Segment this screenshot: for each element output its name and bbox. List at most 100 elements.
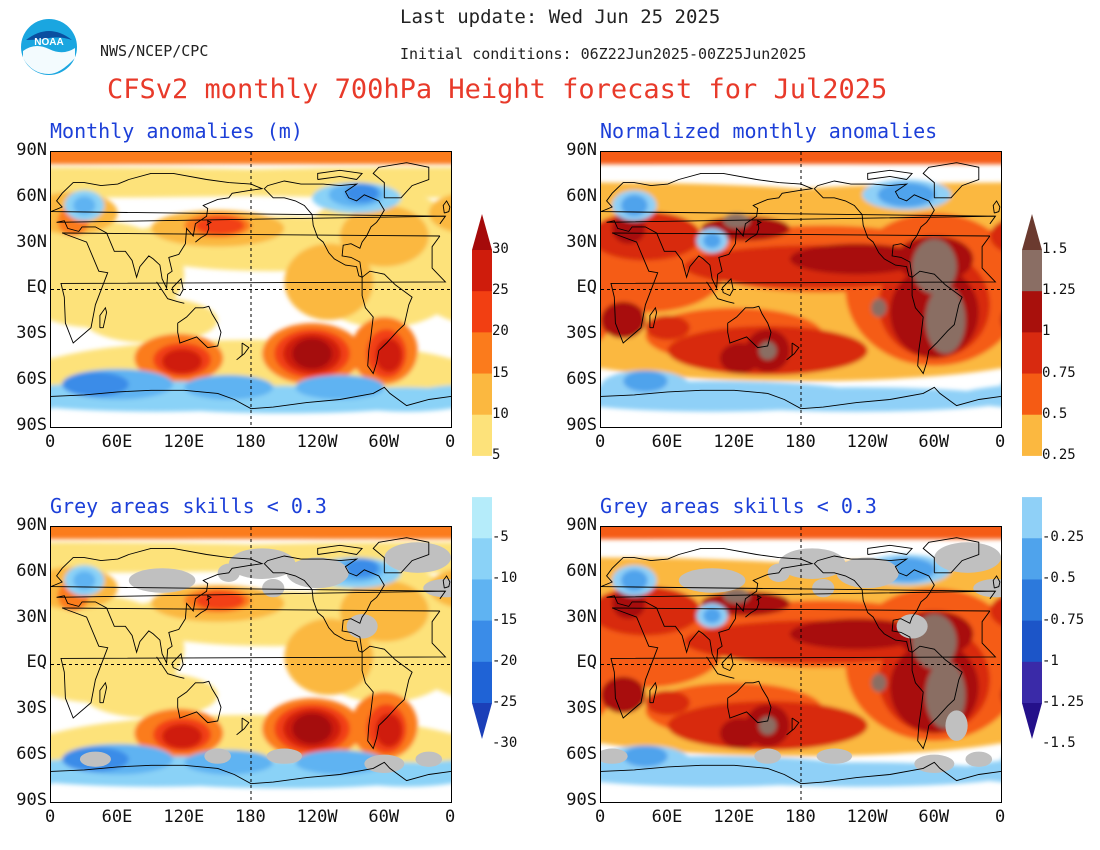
lat-tick-label: 30S bbox=[16, 323, 47, 344]
coastline bbox=[813, 180, 935, 279]
colorbar-segment bbox=[472, 373, 492, 416]
coastline bbox=[601, 547, 997, 665]
anomaly-field bbox=[621, 194, 648, 217]
colorbar-segment bbox=[1022, 455, 1042, 498]
colorbar-segment bbox=[1022, 538, 1042, 580]
lat-tick-label: EQ bbox=[576, 652, 597, 673]
coastline bbox=[263, 555, 385, 654]
anomaly-field bbox=[758, 341, 777, 360]
lon-tick-label: 0 bbox=[995, 807, 1006, 827]
anomaly-field bbox=[162, 724, 203, 749]
coastline bbox=[361, 270, 413, 375]
coastline bbox=[721, 277, 734, 297]
lon-tick-label: 60W bbox=[368, 807, 400, 827]
colorbar-label: -0.5 bbox=[1042, 570, 1076, 587]
colorbar-segment bbox=[1022, 291, 1042, 333]
low-skill-area bbox=[934, 542, 1001, 573]
lon-tick-label: 120E bbox=[713, 807, 755, 827]
lon-tick-label: 0 bbox=[595, 807, 606, 827]
low-skill-area bbox=[204, 748, 232, 764]
coastline bbox=[317, 169, 364, 180]
anomaly-field bbox=[645, 690, 690, 715]
coastline bbox=[263, 180, 385, 279]
colorbar-bottom-arrow bbox=[1022, 703, 1042, 739]
coastline bbox=[727, 680, 772, 724]
colorbar-label: 1.5 bbox=[1042, 241, 1068, 257]
anomaly-field bbox=[295, 750, 385, 775]
colorbar-segment bbox=[472, 661, 492, 704]
coastline bbox=[610, 607, 997, 719]
anomaly-field bbox=[84, 297, 218, 343]
lon-tick-label: 60E bbox=[101, 432, 133, 452]
colorbar-label: -0.25 bbox=[1042, 529, 1085, 546]
colorbar-label: -1.5 bbox=[1042, 735, 1076, 752]
colorbar-segment bbox=[1022, 250, 1042, 292]
colorbar-segment bbox=[1022, 497, 1042, 539]
lat-tick-label: 60S bbox=[16, 369, 47, 389]
colorbar-segment bbox=[1022, 620, 1042, 663]
coastline bbox=[727, 305, 772, 349]
map-canvas bbox=[51, 152, 451, 427]
coastline bbox=[195, 595, 212, 618]
anomaly-field bbox=[989, 596, 1001, 626]
anomaly-field bbox=[623, 370, 668, 392]
last-update-text: Last update: Wed Jun 25 2025 bbox=[400, 6, 721, 28]
lon-tick-label: 120E bbox=[713, 432, 755, 452]
lat-tick-label: 30N bbox=[16, 231, 47, 252]
anomaly-field bbox=[62, 372, 129, 397]
lon-tick-label: 60W bbox=[918, 432, 950, 452]
colorbar-segment bbox=[1022, 332, 1042, 375]
lat-tick-label: 60N bbox=[16, 185, 47, 206]
anomaly-field bbox=[723, 588, 750, 604]
anomaly-field bbox=[758, 716, 777, 735]
low-skill-area bbox=[812, 578, 835, 598]
anomaly-field bbox=[428, 358, 451, 389]
lat-tick-label: 30N bbox=[566, 231, 597, 252]
coastline bbox=[922, 537, 980, 574]
lat-tick-label: EQ bbox=[26, 277, 47, 298]
low-skill-area bbox=[816, 748, 853, 764]
lon-tick-label: 0 bbox=[445, 432, 456, 452]
coastline bbox=[786, 717, 800, 736]
anomaly-field bbox=[375, 713, 403, 747]
colorbar-segment bbox=[472, 455, 492, 498]
map-panel-anomalies-skill bbox=[50, 526, 452, 803]
lat-tick-label: 60N bbox=[566, 560, 597, 581]
svg-text:NOAA: NOAA bbox=[34, 37, 63, 48]
coastline bbox=[171, 652, 184, 672]
lat-tick-label: 90S bbox=[566, 414, 597, 435]
coastline bbox=[610, 232, 997, 344]
coastline bbox=[911, 645, 963, 750]
anomaly-field bbox=[601, 676, 646, 714]
anomaly-field bbox=[789, 243, 924, 275]
lat-tick-label: 90N bbox=[566, 515, 597, 535]
coastline bbox=[706, 656, 735, 679]
anomaly-field bbox=[621, 569, 648, 592]
lon-tick-label: 180 bbox=[785, 432, 816, 452]
coastline bbox=[236, 717, 250, 736]
anomaly-field bbox=[877, 182, 936, 207]
colorbar-label: -1.25 bbox=[1042, 694, 1085, 710]
coastline bbox=[51, 386, 451, 410]
lon-tick-label: 60E bbox=[651, 432, 683, 452]
anomaly-field bbox=[84, 672, 218, 718]
coastline bbox=[922, 162, 980, 199]
coastline bbox=[813, 555, 935, 654]
lat-tick-label: 30N bbox=[566, 606, 597, 627]
anomaly-field bbox=[719, 717, 760, 749]
lat-tick-label: 90S bbox=[16, 789, 47, 810]
colorbar-label: 30 bbox=[492, 241, 509, 257]
anomaly-field bbox=[51, 390, 74, 409]
anomaly-field bbox=[339, 205, 429, 267]
lon-tick-label: 120W bbox=[296, 432, 338, 452]
lat-tick-label: EQ bbox=[576, 277, 597, 298]
colorbar-top-arrow bbox=[472, 214, 492, 250]
coastline bbox=[99, 306, 108, 329]
colorbar-segment bbox=[472, 497, 492, 539]
colorbar-bottom-arrow bbox=[472, 703, 492, 739]
colorbar-label: -20 bbox=[492, 652, 518, 669]
coastline bbox=[911, 270, 963, 375]
coastline bbox=[156, 281, 185, 304]
coastline bbox=[51, 547, 447, 665]
lon-tick-label: 180 bbox=[235, 807, 266, 827]
